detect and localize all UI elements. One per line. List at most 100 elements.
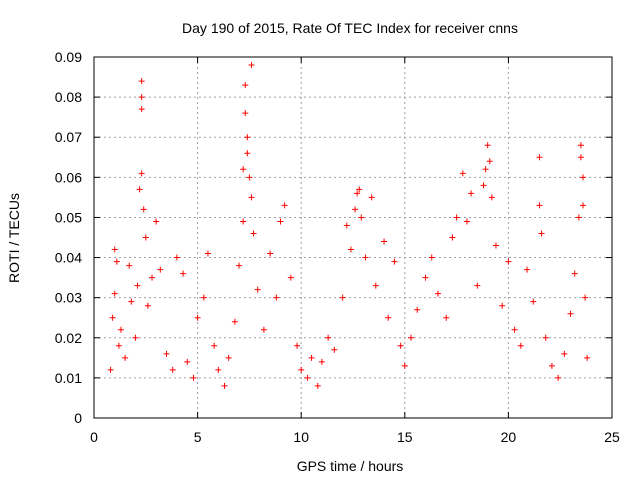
data-point bbox=[242, 82, 249, 89]
data-point bbox=[204, 250, 211, 257]
data-point bbox=[240, 166, 247, 173]
data-point bbox=[128, 298, 135, 305]
x-tick-label: 10 bbox=[293, 429, 309, 445]
data-point bbox=[194, 314, 201, 321]
y-tick-label: 0.08 bbox=[55, 89, 82, 105]
x-tick-label: 25 bbox=[604, 429, 620, 445]
data-point bbox=[157, 266, 164, 273]
data-point bbox=[117, 326, 124, 333]
data-point bbox=[484, 142, 491, 149]
data-point bbox=[517, 342, 524, 349]
data-point bbox=[215, 366, 222, 373]
data-point bbox=[113, 258, 120, 265]
data-point bbox=[488, 194, 495, 201]
data-point bbox=[548, 362, 555, 369]
data-point bbox=[449, 234, 456, 241]
y-tick-label: 0.04 bbox=[55, 250, 82, 266]
y-tick-label: 0.02 bbox=[55, 330, 82, 346]
x-tick-label: 15 bbox=[397, 429, 413, 445]
data-point bbox=[287, 274, 294, 281]
data-point bbox=[122, 354, 129, 361]
x-tick-labels: 0 5 10 15 20 25 bbox=[90, 429, 620, 445]
data-point bbox=[579, 202, 586, 209]
data-point bbox=[443, 314, 450, 321]
data-point bbox=[109, 314, 116, 321]
data-point bbox=[368, 194, 375, 201]
data-point bbox=[225, 354, 232, 361]
grid-lines bbox=[94, 57, 612, 418]
data-point bbox=[107, 366, 114, 373]
data-point bbox=[250, 230, 257, 237]
y-tick-labels: 0 0.01 0.02 0.03 0.04 0.05 0.06 0.07 0.08 0.09 bbox=[55, 49, 82, 426]
data-point bbox=[347, 246, 354, 253]
data-point bbox=[111, 290, 118, 297]
data-point bbox=[582, 294, 589, 301]
data-point bbox=[579, 174, 586, 181]
data-point bbox=[244, 150, 251, 157]
plot-frame bbox=[93, 56, 613, 419]
data-point bbox=[577, 154, 584, 161]
data-point bbox=[482, 166, 489, 173]
data-point bbox=[248, 194, 255, 201]
y-tick-label: 0.01 bbox=[55, 370, 82, 386]
data-point bbox=[422, 274, 429, 281]
data-point bbox=[362, 254, 369, 261]
data-point bbox=[294, 342, 301, 349]
data-point bbox=[308, 354, 315, 361]
data-point bbox=[584, 354, 591, 361]
data-point bbox=[126, 262, 133, 269]
data-point bbox=[190, 374, 197, 381]
y-tick-label: 0.06 bbox=[55, 169, 82, 185]
data-point bbox=[254, 286, 261, 293]
data-point bbox=[304, 374, 311, 381]
x-tick-label: 0 bbox=[90, 429, 98, 445]
data-point bbox=[463, 218, 470, 225]
data-point bbox=[236, 262, 243, 269]
data-points bbox=[107, 62, 591, 389]
data-point bbox=[142, 234, 149, 241]
data-point bbox=[260, 326, 267, 333]
data-point bbox=[575, 214, 582, 221]
data-point bbox=[163, 350, 170, 357]
data-point bbox=[505, 258, 512, 265]
data-point bbox=[339, 294, 346, 301]
data-point bbox=[298, 366, 305, 373]
chart-title: Day 190 of 2015, Rate Of TEC Index for r… bbox=[182, 20, 518, 36]
data-point bbox=[343, 222, 350, 229]
data-point bbox=[318, 358, 325, 365]
data-point bbox=[200, 294, 207, 301]
data-point bbox=[561, 350, 568, 357]
data-point bbox=[492, 242, 499, 249]
x-tick-label: 5 bbox=[194, 429, 202, 445]
data-point bbox=[538, 230, 545, 237]
data-point bbox=[138, 170, 145, 177]
data-point bbox=[134, 282, 141, 289]
data-point bbox=[397, 342, 404, 349]
data-point bbox=[242, 110, 249, 117]
data-point bbox=[314, 382, 321, 389]
data-point bbox=[138, 78, 145, 85]
data-point bbox=[111, 246, 118, 253]
data-point bbox=[414, 306, 421, 313]
y-axis-label: ROTI / TECUs bbox=[6, 193, 22, 283]
data-point bbox=[267, 250, 274, 257]
data-point bbox=[231, 318, 238, 325]
data-point bbox=[530, 298, 537, 305]
data-point bbox=[499, 302, 506, 309]
data-point bbox=[244, 134, 251, 141]
data-point bbox=[221, 382, 228, 389]
data-point bbox=[356, 186, 363, 193]
data-point bbox=[408, 334, 415, 341]
data-point bbox=[428, 254, 435, 261]
data-point bbox=[536, 202, 543, 209]
x-axis-label: GPS time / hours bbox=[297, 458, 404, 474]
data-point bbox=[524, 266, 531, 273]
data-point bbox=[325, 334, 332, 341]
data-point bbox=[331, 346, 338, 353]
data-point bbox=[542, 334, 549, 341]
data-point bbox=[173, 254, 180, 261]
y-tick-label: 0.09 bbox=[55, 49, 82, 65]
axis-ticks bbox=[93, 56, 613, 419]
data-point bbox=[115, 342, 122, 349]
data-point bbox=[555, 374, 562, 381]
